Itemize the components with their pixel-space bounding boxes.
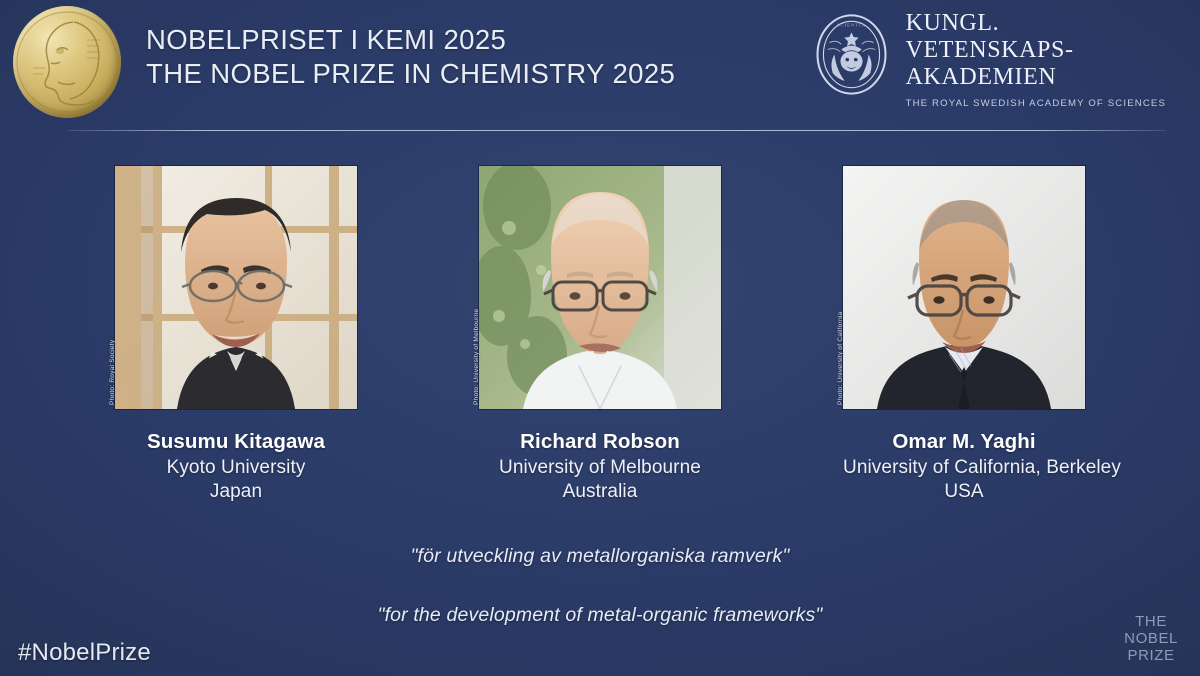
- academy-subtitle: THE ROYAL SWEDISH ACADEMY OF SCIENCES: [905, 98, 1166, 110]
- academy-logo: SCIENTIA KUNGL. VETENSKAPS- AKADEMIEN TH…: [809, 8, 1166, 109]
- nobel-medal-icon: [13, 6, 121, 118]
- title-swedish: NOBELPRISET I KEMI 2025: [146, 24, 507, 55]
- watermark-line-3: PRIZE: [1127, 646, 1175, 664]
- citation-swedish: "för utveckling av metallorganiska ramve…: [410, 545, 790, 567]
- citation-english: "for the development of metal-organic fr…: [377, 604, 823, 626]
- hashtag-label: #NobelPrize: [18, 639, 151, 666]
- prize-citation: "för utveckling av metallorganiska ramve…: [0, 545, 1200, 627]
- header-divider: [68, 130, 1166, 131]
- laureate-affiliation: Kyoto University: [166, 457, 306, 478]
- watermark-line-2: NOBEL: [1124, 629, 1178, 647]
- laureate-card: Photo: Royal Society Susumu Kitagawa Kyo…: [109, 166, 357, 503]
- laureate-portrait: [479, 166, 721, 409]
- laureate-info: Richard Robson University of Melbourne A…: [479, 430, 721, 503]
- laureate-info: Susumu Kitagawa Kyoto University Japan: [115, 430, 357, 503]
- laureate-country: Japan: [209, 481, 263, 502]
- laureate-affiliation: University of California, Berkeley: [843, 457, 1121, 478]
- academy-name-line1: KUNGL.: [905, 10, 1000, 36]
- laureate-card: Photo: University of California Omar M. …: [837, 166, 1121, 503]
- laureate-photo-frame: Photo: Royal Society: [109, 166, 357, 409]
- laureate-name: Richard Robson: [520, 430, 680, 453]
- laureate-portrait: [115, 166, 357, 409]
- laureate-country: Australia: [562, 481, 638, 502]
- watermark-line-1: THE: [1135, 612, 1167, 630]
- laureate-affiliation: University of Melbourne: [499, 457, 701, 478]
- title-english: THE NOBEL PRIZE IN CHEMISTRY 2025: [146, 58, 676, 90]
- laureate-country: USA: [944, 481, 984, 502]
- page-title: NOBELPRISET I KEMI 2025 THE NOBEL PRIZE …: [146, 23, 675, 91]
- laureate-portrait: [843, 166, 1085, 409]
- laureate-info: Omar M. Yaghi University of California, …: [843, 430, 1121, 503]
- laureate-photo-frame: Photo: University of California: [837, 166, 1085, 409]
- nobel-prize-watermark: THE NOBEL PRIZE: [1124, 613, 1178, 664]
- royal-academy-seal-icon: SCIENTIA: [809, 12, 894, 97]
- laureate-name: Susumu Kitagawa: [146, 430, 326, 453]
- laureates-row: Photo: Royal Society Susumu Kitagawa Kyo…: [0, 166, 1200, 503]
- laureate-name: Omar M. Yaghi: [892, 430, 1036, 453]
- academy-name-line2: VETENSKAPS-: [905, 37, 1074, 64]
- laureate-photo-frame: Photo: University of Melbourne: [473, 166, 721, 409]
- academy-name-line3: AKADEMIEN: [905, 64, 1057, 91]
- laureate-card: Photo: University of Melbourne Richard R…: [473, 166, 721, 503]
- header: NOBELPRISET I KEMI 2025 THE NOBEL PRIZE …: [0, 0, 1200, 133]
- svg-text:SCIENTIA: SCIENTIA: [837, 22, 866, 27]
